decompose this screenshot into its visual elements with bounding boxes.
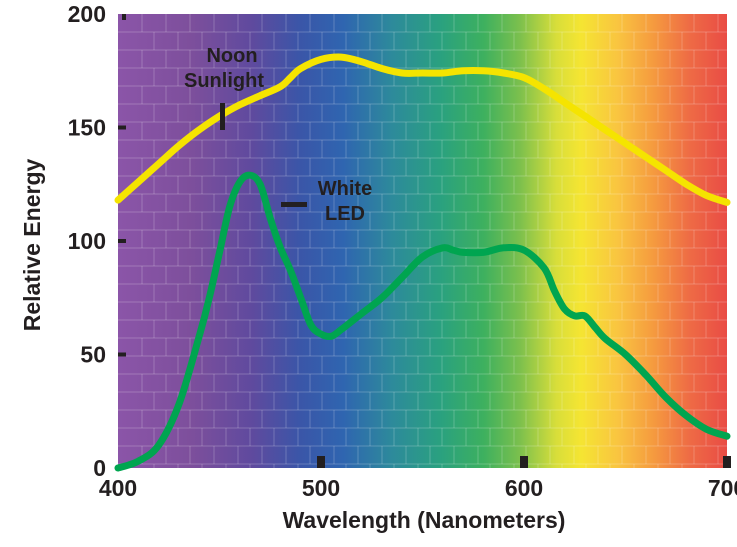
x-tick-label: 500 (302, 475, 340, 501)
axes: 0 50 100 150 200 400 500 600 700 (68, 1, 737, 501)
x-tick-mark (723, 456, 731, 468)
x-tick-mark (317, 456, 325, 468)
y-axis-top-tick (122, 14, 126, 20)
x-tick-label: 600 (505, 475, 543, 501)
y-tick-label: 0 (93, 455, 106, 481)
white-led-label: LED (325, 203, 365, 225)
noon-sunlight-label: Noon (206, 45, 257, 67)
y-tick-mark (118, 125, 126, 130)
y-tick-mark (118, 239, 126, 243)
noon-sunlight-leader (220, 103, 225, 130)
y-tick-label: 50 (80, 342, 106, 368)
noon-sunlight-label: Sunlight (184, 70, 264, 92)
white-led-leader (281, 202, 307, 207)
white-led-line (114, 171, 731, 472)
x-tick-mark (520, 456, 528, 468)
y-tick-mark (118, 352, 126, 357)
white-led-label: White (318, 178, 372, 200)
y-tick-label: 100 (68, 228, 106, 254)
y-tick-label: 150 (68, 115, 106, 141)
x-tick-label: 400 (99, 475, 137, 501)
series-labels: Noon Sunlight White LED (184, 45, 372, 225)
y-axis-title: Relative Energy (19, 159, 45, 332)
x-tick-label: 700 (708, 475, 737, 501)
y-tick-label: 200 (68, 1, 106, 27)
x-axis-title: Wavelength (Nanometers) (283, 507, 566, 533)
